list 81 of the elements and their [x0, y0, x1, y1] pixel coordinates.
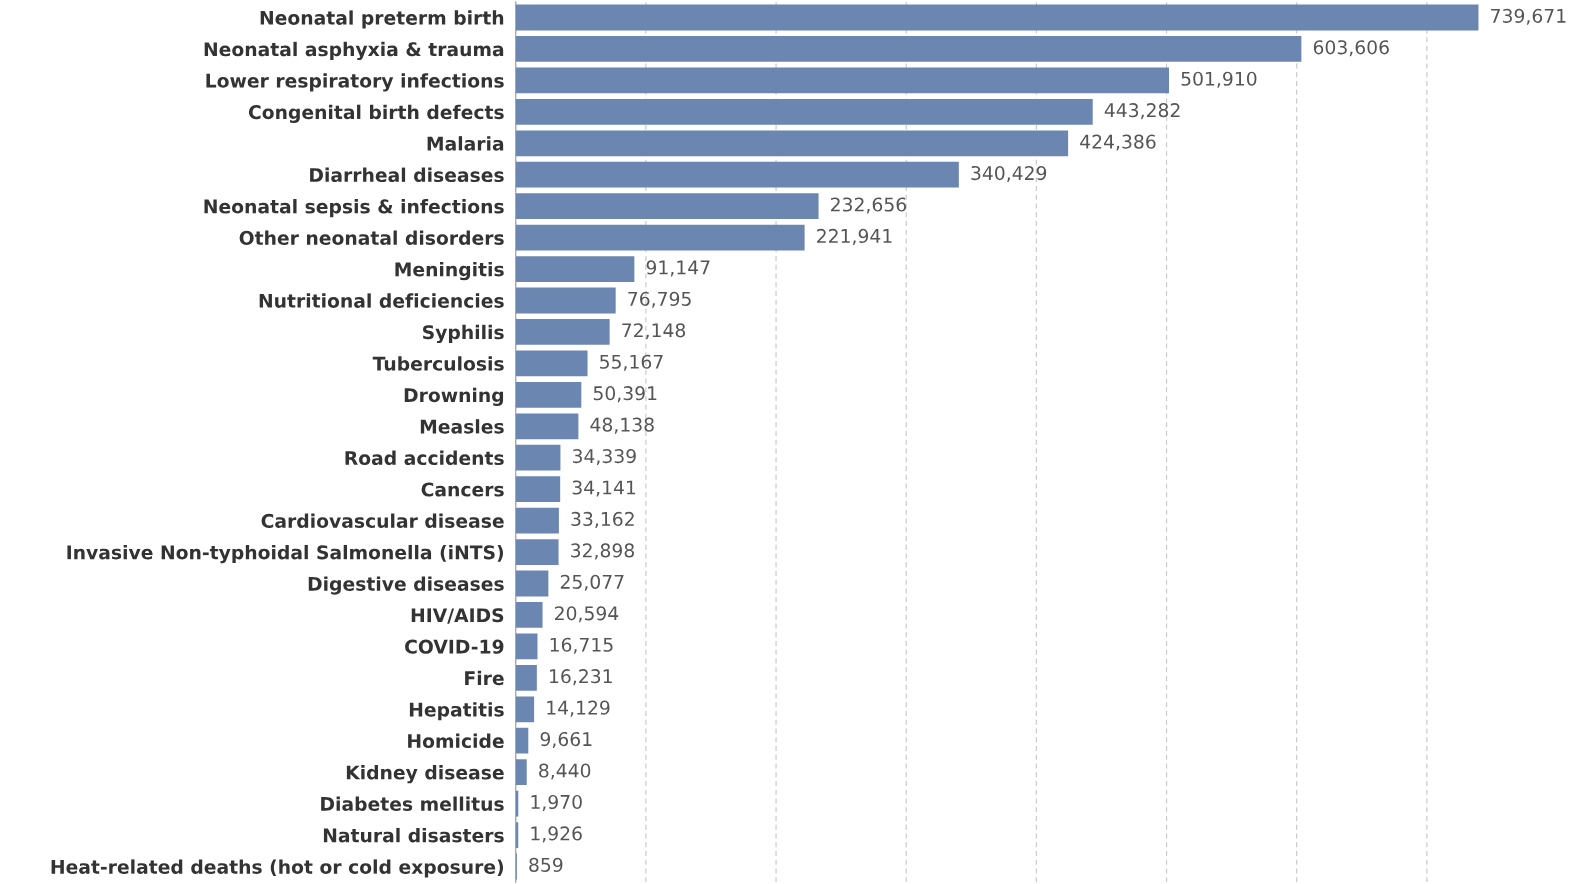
- bar: [515, 98, 1093, 125]
- y-tick-label: Invasive Non-typhoidal Salmonella (iNTS): [67, 544, 504, 564]
- data-label: 72,148: [622, 323, 686, 340]
- bar: [515, 287, 616, 314]
- data-label: 14,129: [547, 700, 610, 717]
- data-label: 232,656: [831, 197, 907, 214]
- y-tick-label: Nutritional deficiencies: [259, 293, 504, 308]
- data-label: 34,141: [572, 480, 636, 497]
- bar: [515, 476, 561, 503]
- data-label: 91,147: [646, 260, 710, 277]
- data-label: 9,661: [540, 731, 592, 749]
- data-label: 1,926: [531, 826, 582, 843]
- y-tick-label: Congenital birth defects: [248, 104, 504, 123]
- data-label: 603,606: [1313, 40, 1389, 57]
- y-tick-label: Measles: [420, 419, 504, 434]
- bar: [515, 727, 529, 754]
- bar: [515, 696, 535, 723]
- y-tick-label: Natural disasters: [323, 827, 504, 843]
- bar: [515, 256, 635, 282]
- data-label: 16,231: [550, 669, 612, 686]
- data-label: 8,440: [539, 763, 591, 780]
- y-tick-label: Neonatal sepsis & infections: [204, 199, 504, 218]
- bar: [515, 539, 559, 565]
- data-label: 739,671: [1491, 8, 1566, 25]
- bar: [515, 633, 538, 660]
- y-tick-label: Cardiovascular disease: [261, 513, 504, 528]
- y-tick-label: Hepatitis: [409, 702, 504, 721]
- y-tick-label: Meningitis: [395, 261, 504, 281]
- y-tick-label: Homicide: [408, 733, 504, 749]
- y-tick-label: Drowning: [404, 387, 504, 406]
- y-tick-label: Tuberculosis: [372, 356, 504, 371]
- bar: [515, 193, 819, 220]
- bar: [515, 664, 537, 691]
- bar: [515, 319, 610, 345]
- y-tick-label: Kidney disease: [346, 765, 504, 784]
- data-label: 55,167: [600, 354, 663, 371]
- y-tick-label: Diabetes mellitus: [321, 796, 504, 812]
- data-label: 443,282: [1104, 103, 1180, 120]
- data-label: 340,429: [971, 165, 1047, 183]
- bar: [515, 350, 588, 377]
- y-tick-label: Digestive diseases: [308, 576, 504, 595]
- data-label: 1,970: [531, 794, 582, 811]
- data-label: 33,162: [571, 511, 634, 528]
- y-tick-label: Other neonatal disorders: [239, 230, 504, 245]
- bar: [515, 413, 579, 440]
- y-tick-label: Road accidents: [345, 450, 504, 466]
- data-label: 424,386: [1080, 134, 1156, 151]
- y-tick-label: Neonatal preterm birth: [260, 10, 504, 29]
- y-tick-label: Heat-related deaths (hot or cold exposure): [51, 859, 504, 878]
- data-label: 32,898: [571, 543, 634, 560]
- y-tick-label: Malaria: [427, 136, 504, 151]
- y-tick-label: Lower respiratory infections: [206, 73, 504, 92]
- data-label: 76,795: [628, 291, 691, 308]
- y-tick-label: Cancers: [421, 482, 504, 497]
- bar: [515, 4, 1479, 31]
- bar: [515, 444, 561, 471]
- y-tick-label: HIV/AIDS: [411, 608, 504, 624]
- data-label: 221,941: [817, 228, 892, 245]
- bar: [515, 759, 527, 786]
- y-tick-label: COVID-19: [405, 639, 504, 654]
- bar: [515, 570, 549, 597]
- data-label: 16,715: [550, 637, 613, 654]
- bar: [515, 67, 1170, 94]
- data-label: 25,077: [560, 574, 624, 591]
- data-label: 48,138: [590, 417, 654, 434]
- bar: [515, 602, 543, 628]
- bar: [515, 381, 582, 408]
- data-label: 50,391: [593, 386, 657, 403]
- y-tick-label: Fire: [465, 670, 504, 686]
- bar: [515, 507, 559, 534]
- y-tick-label: Diarrheal diseases: [310, 167, 504, 183]
- data-label: 859: [529, 857, 563, 872]
- data-label: 34,339: [572, 448, 636, 466]
- bar: [515, 161, 959, 188]
- bar: [515, 36, 1302, 62]
- bar: [515, 224, 805, 251]
- y-tick-label: Syphilis: [423, 324, 504, 344]
- bar: [515, 130, 1069, 157]
- y-tick-label: Neonatal asphyxia & trauma: [204, 41, 504, 61]
- data-label: 20,594: [555, 606, 619, 623]
- data-label: 501,910: [1181, 71, 1257, 88]
